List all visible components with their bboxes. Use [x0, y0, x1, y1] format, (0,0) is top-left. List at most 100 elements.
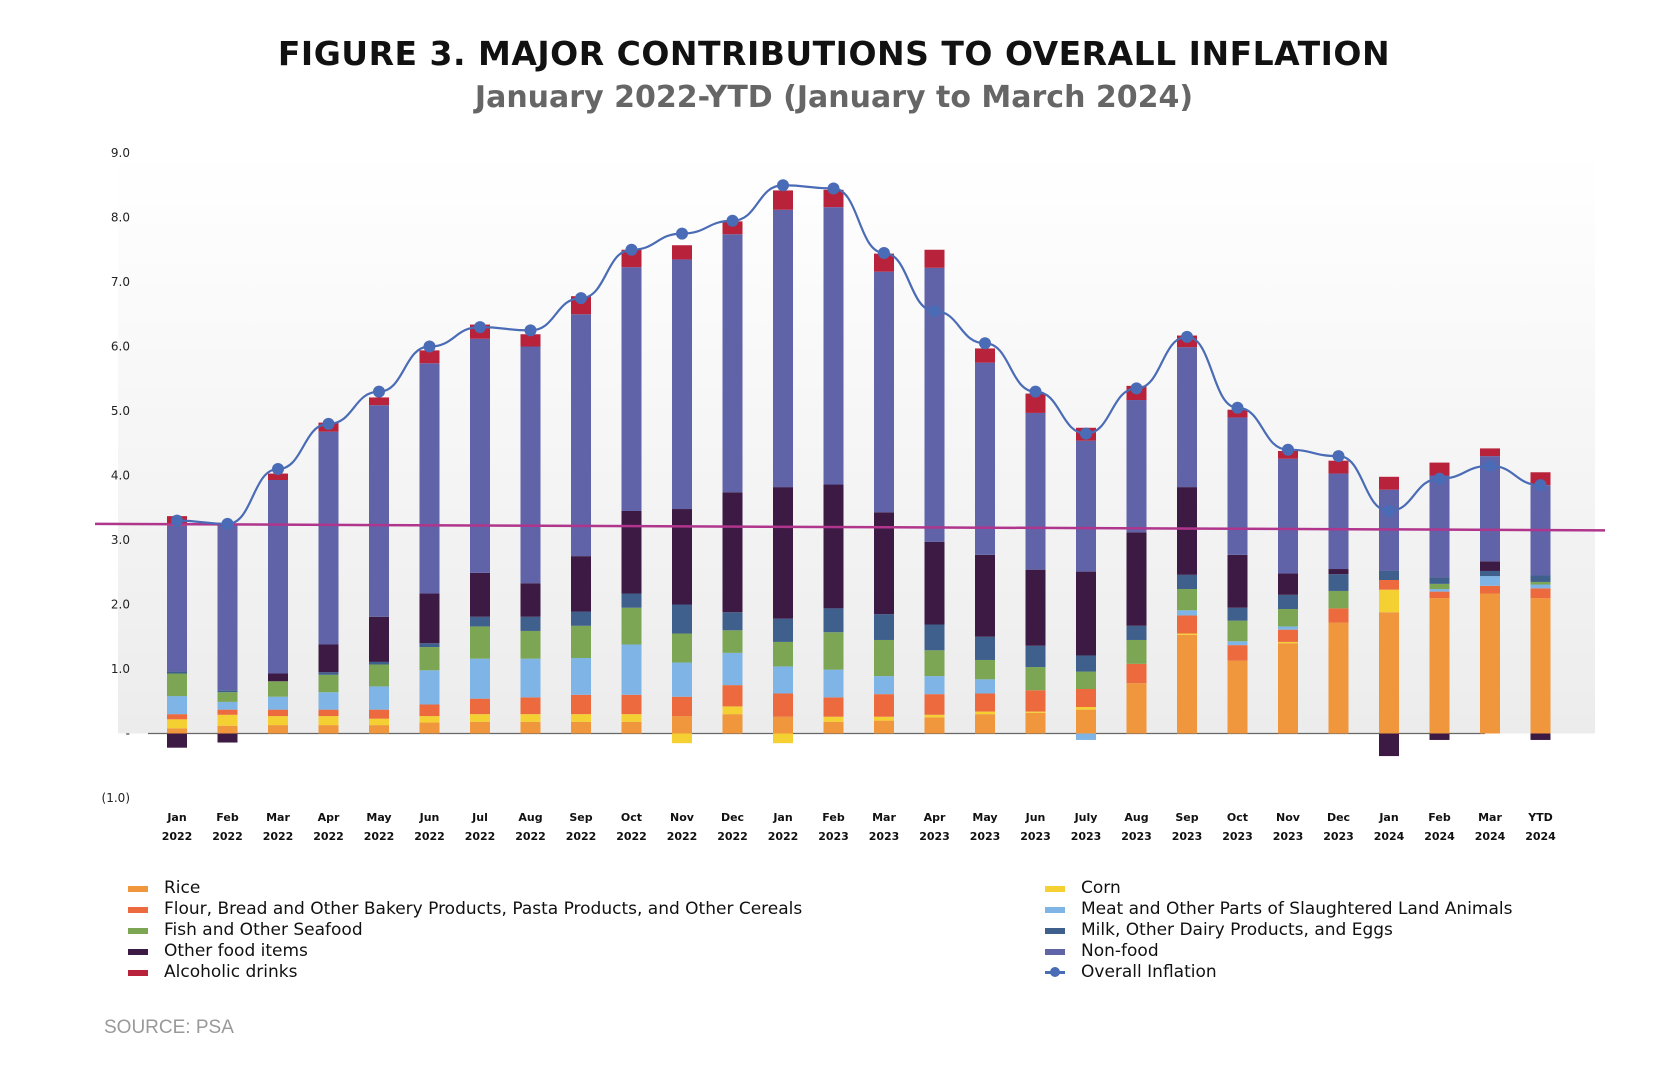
bar-segment — [672, 733, 692, 744]
x-tick-month: Dec — [1327, 811, 1350, 824]
bar-segment — [621, 593, 642, 608]
bar-segment — [722, 630, 743, 653]
bar-stack — [1278, 450, 1298, 734]
overall-inflation-point — [171, 514, 183, 527]
x-tick-year: 2022 — [465, 830, 496, 843]
bar-segment — [1278, 643, 1298, 734]
bar-segment — [722, 492, 743, 613]
x-tick-year: 2022 — [263, 830, 294, 843]
bar-stack — [1025, 393, 1046, 734]
x-tick-year: 2024 — [1525, 830, 1556, 843]
bar-segment — [369, 616, 389, 662]
overall-inflation-point — [676, 227, 688, 240]
legend-label: Flour, Bread and Other Bakery Products, … — [164, 899, 803, 919]
overall-inflation-point — [1130, 382, 1143, 395]
bar-segment — [672, 245, 692, 260]
bar-segment — [520, 630, 541, 659]
bar-segment — [823, 697, 844, 717]
x-axis: Jan 2022 Feb 2022 Mar 2022 Apr 2022 May 2022 Jun 20… — [162, 811, 1556, 843]
bar-segment — [621, 510, 642, 594]
bar-segment — [318, 674, 339, 693]
y-tick-label: (1.0) — [102, 791, 130, 805]
bar-segment — [419, 722, 440, 734]
bar-segment — [621, 607, 642, 645]
bar-segment — [722, 612, 743, 631]
bar-segment — [520, 658, 541, 698]
bar-segment — [1480, 593, 1500, 734]
bar-segment — [874, 614, 894, 640]
bar-segment — [419, 593, 440, 644]
y-tick-label: 4.0 — [111, 469, 130, 483]
bar-segment — [874, 694, 894, 717]
bar-segment — [1429, 733, 1450, 740]
bar-segment — [1328, 473, 1349, 570]
bar-segment — [217, 733, 238, 743]
legend-swatch — [128, 886, 148, 892]
bar-stack — [1076, 427, 1096, 740]
bar-segment — [621, 644, 642, 695]
x-tick-month: Jul — [471, 811, 488, 824]
x-tick-year: 2024 — [1475, 830, 1506, 843]
x-tick-year: 2023 — [1071, 830, 1102, 843]
bar-segment — [773, 666, 793, 694]
bar-segment — [1530, 584, 1551, 589]
bar-segment — [1278, 594, 1298, 610]
bar-segment — [672, 259, 692, 510]
x-tick-month: Jun — [1025, 811, 1046, 824]
bar-segment — [470, 616, 490, 627]
bar-segment — [520, 714, 541, 722]
x-tick-year: 2022 — [616, 830, 647, 843]
bar-stack — [1480, 448, 1500, 734]
bar-stack — [1126, 385, 1147, 734]
x-tick-month: Feb — [216, 811, 239, 824]
bar-segment — [217, 701, 238, 710]
x-tick-year: 2023 — [970, 830, 1001, 843]
bar-stack — [823, 189, 844, 734]
bar-segment — [975, 679, 995, 694]
x-tick-year: 2022 — [212, 830, 243, 843]
bar-segment — [874, 720, 894, 734]
bar-segment — [874, 716, 894, 721]
x-tick-month: Jun — [419, 811, 440, 824]
bar-segment — [975, 693, 995, 712]
bar-segment — [672, 696, 692, 717]
bar-segment — [823, 669, 844, 698]
bar-stack — [1530, 472, 1551, 740]
overall-inflation-point — [1029, 385, 1042, 398]
x-tick-month: Nov — [670, 811, 695, 824]
bar-segment — [1076, 655, 1096, 672]
bar-segment — [369, 405, 389, 617]
overall-inflation-point — [1383, 504, 1395, 517]
x-tick-year: 2023 — [1323, 830, 1354, 843]
bar-segment — [773, 209, 793, 488]
x-tick-year: 2023 — [869, 830, 900, 843]
bar-segment — [419, 350, 440, 364]
source-note: SOURCE: PSA — [104, 1017, 234, 1038]
bar-segment — [571, 314, 591, 557]
bar-segment — [1278, 458, 1298, 574]
bar-segment — [369, 725, 389, 734]
legend-label: Overall Inflation — [1081, 962, 1217, 982]
bar-stack — [419, 350, 440, 734]
overall-inflation-point — [524, 324, 537, 337]
bar-segment — [874, 253, 894, 272]
bar-segment — [1025, 712, 1046, 734]
bar-segment — [773, 190, 793, 210]
overall-inflation-point — [1181, 330, 1193, 343]
bar-segment — [975, 554, 995, 637]
bar-segment — [419, 363, 440, 594]
x-tick-year: 2023 — [818, 830, 849, 843]
bar-segment — [167, 714, 187, 720]
overall-inflation-point — [272, 463, 284, 476]
x-tick-month: Apr — [924, 811, 946, 824]
bar-segment — [217, 709, 238, 715]
y-tick-label: 5.0 — [111, 404, 130, 418]
bar-stack — [520, 334, 541, 734]
bar-segment — [1076, 440, 1096, 572]
bar-segment — [1429, 462, 1450, 476]
bar-segment — [1530, 581, 1551, 585]
bar-segment — [419, 643, 440, 648]
bar-stack — [268, 473, 288, 734]
bar-segment — [975, 362, 995, 555]
bar-segment — [874, 271, 894, 513]
